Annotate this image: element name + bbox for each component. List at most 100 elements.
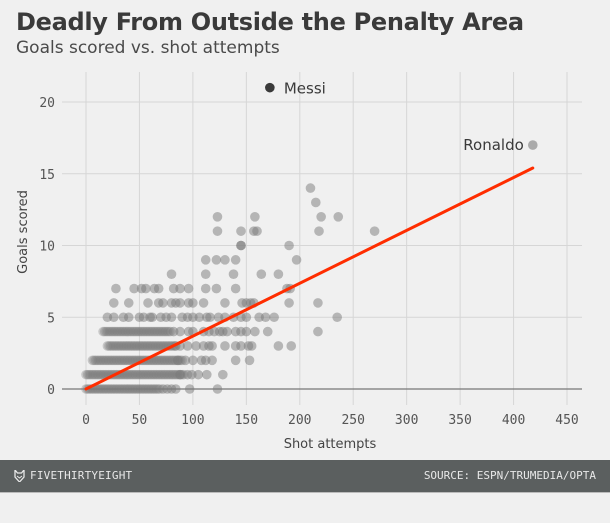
data-point [106, 384, 117, 394]
data-point [111, 384, 122, 394]
data-point [119, 355, 130, 366]
data-point [132, 369, 143, 380]
data-point [94, 355, 104, 366]
data-point [161, 355, 171, 366]
data-point [129, 283, 139, 294]
data-point [139, 326, 150, 337]
data-point [130, 384, 141, 394]
x-tick-label: 150 [235, 413, 258, 428]
data-point [157, 326, 168, 337]
data-point [133, 341, 143, 351]
data-point [101, 326, 112, 337]
data-point [120, 326, 131, 337]
data-point [145, 341, 156, 351]
data-point [175, 298, 185, 308]
data-point [115, 341, 126, 351]
data-point [150, 384, 160, 394]
data-point [311, 197, 321, 208]
data-point [137, 341, 148, 351]
data-point [108, 312, 119, 323]
data-point [211, 283, 222, 294]
data-point [105, 355, 115, 366]
brand[interactable]: FIVETHIRTYEIGHT [14, 469, 132, 482]
data-point [273, 269, 284, 280]
data-point [333, 212, 344, 222]
data-point [150, 341, 161, 351]
data-point [230, 255, 241, 265]
data-point [131, 326, 142, 337]
scatter-plot: 0 5 10 15 20 0 50 100 150 200 250 300 350 400 450 Mes… [16, 72, 582, 452]
data-point [241, 326, 252, 337]
data-point [154, 326, 165, 337]
data-point [102, 341, 113, 351]
data-point [126, 384, 136, 394]
data-point [305, 183, 316, 193]
data-point [132, 384, 143, 394]
x-tick-label: 50 [132, 413, 148, 428]
data-point [139, 341, 150, 351]
data-point [147, 341, 158, 351]
data-points [81, 183, 380, 394]
data-point [286, 341, 297, 351]
y-axis-label: Goals scored [16, 190, 31, 274]
data-point [153, 341, 164, 351]
annotation-label-ronaldo: Ronaldo [463, 136, 524, 154]
data-point [94, 384, 104, 394]
data-point [138, 369, 149, 380]
data-point [98, 326, 108, 337]
data-point [109, 326, 120, 337]
data-point [201, 369, 212, 380]
data-point [143, 326, 153, 337]
data-point [220, 255, 230, 265]
annotation-point-ronaldo [527, 140, 538, 150]
data-point [162, 355, 173, 366]
data-point [129, 369, 139, 380]
data-point [107, 326, 118, 337]
data-point [250, 326, 260, 337]
data-point [188, 298, 198, 308]
data-point [212, 226, 223, 236]
data-point [127, 369, 138, 380]
data-point [146, 326, 157, 337]
data-point [153, 283, 164, 294]
data-point [105, 384, 115, 394]
data-point [114, 384, 125, 394]
data-point [175, 326, 185, 337]
data-point [122, 326, 132, 337]
data-point [175, 369, 185, 380]
data-point [119, 384, 130, 394]
data-point [116, 355, 127, 366]
data-point [87, 369, 98, 380]
data-point [140, 384, 151, 394]
brand-name: FIVETHIRTYEIGHT [30, 469, 133, 482]
data-point [158, 298, 168, 308]
data-point [129, 341, 140, 351]
data-point [161, 369, 171, 380]
data-point [200, 255, 211, 265]
data-point [124, 369, 135, 380]
data-point [200, 269, 211, 280]
x-axis-label: Shot attempts [284, 437, 377, 452]
data-point [146, 369, 157, 380]
data-point [252, 226, 262, 236]
data-point [256, 269, 267, 280]
data-point [100, 355, 111, 366]
data-point [157, 341, 167, 351]
data-point [145, 384, 155, 394]
data-point [164, 355, 175, 366]
data-point [87, 355, 98, 366]
data-point [142, 369, 152, 380]
data-point [128, 326, 139, 337]
data-point [314, 226, 324, 236]
data-point [134, 384, 144, 394]
data-point [198, 298, 209, 308]
data-point [153, 355, 163, 366]
data-point [154, 355, 165, 366]
data-point [193, 369, 204, 380]
data-point [97, 369, 107, 380]
x-tick-label: 200 [288, 413, 311, 428]
data-point [122, 384, 133, 394]
data-point [220, 341, 230, 351]
data-point [180, 355, 191, 366]
data-point [135, 369, 146, 380]
